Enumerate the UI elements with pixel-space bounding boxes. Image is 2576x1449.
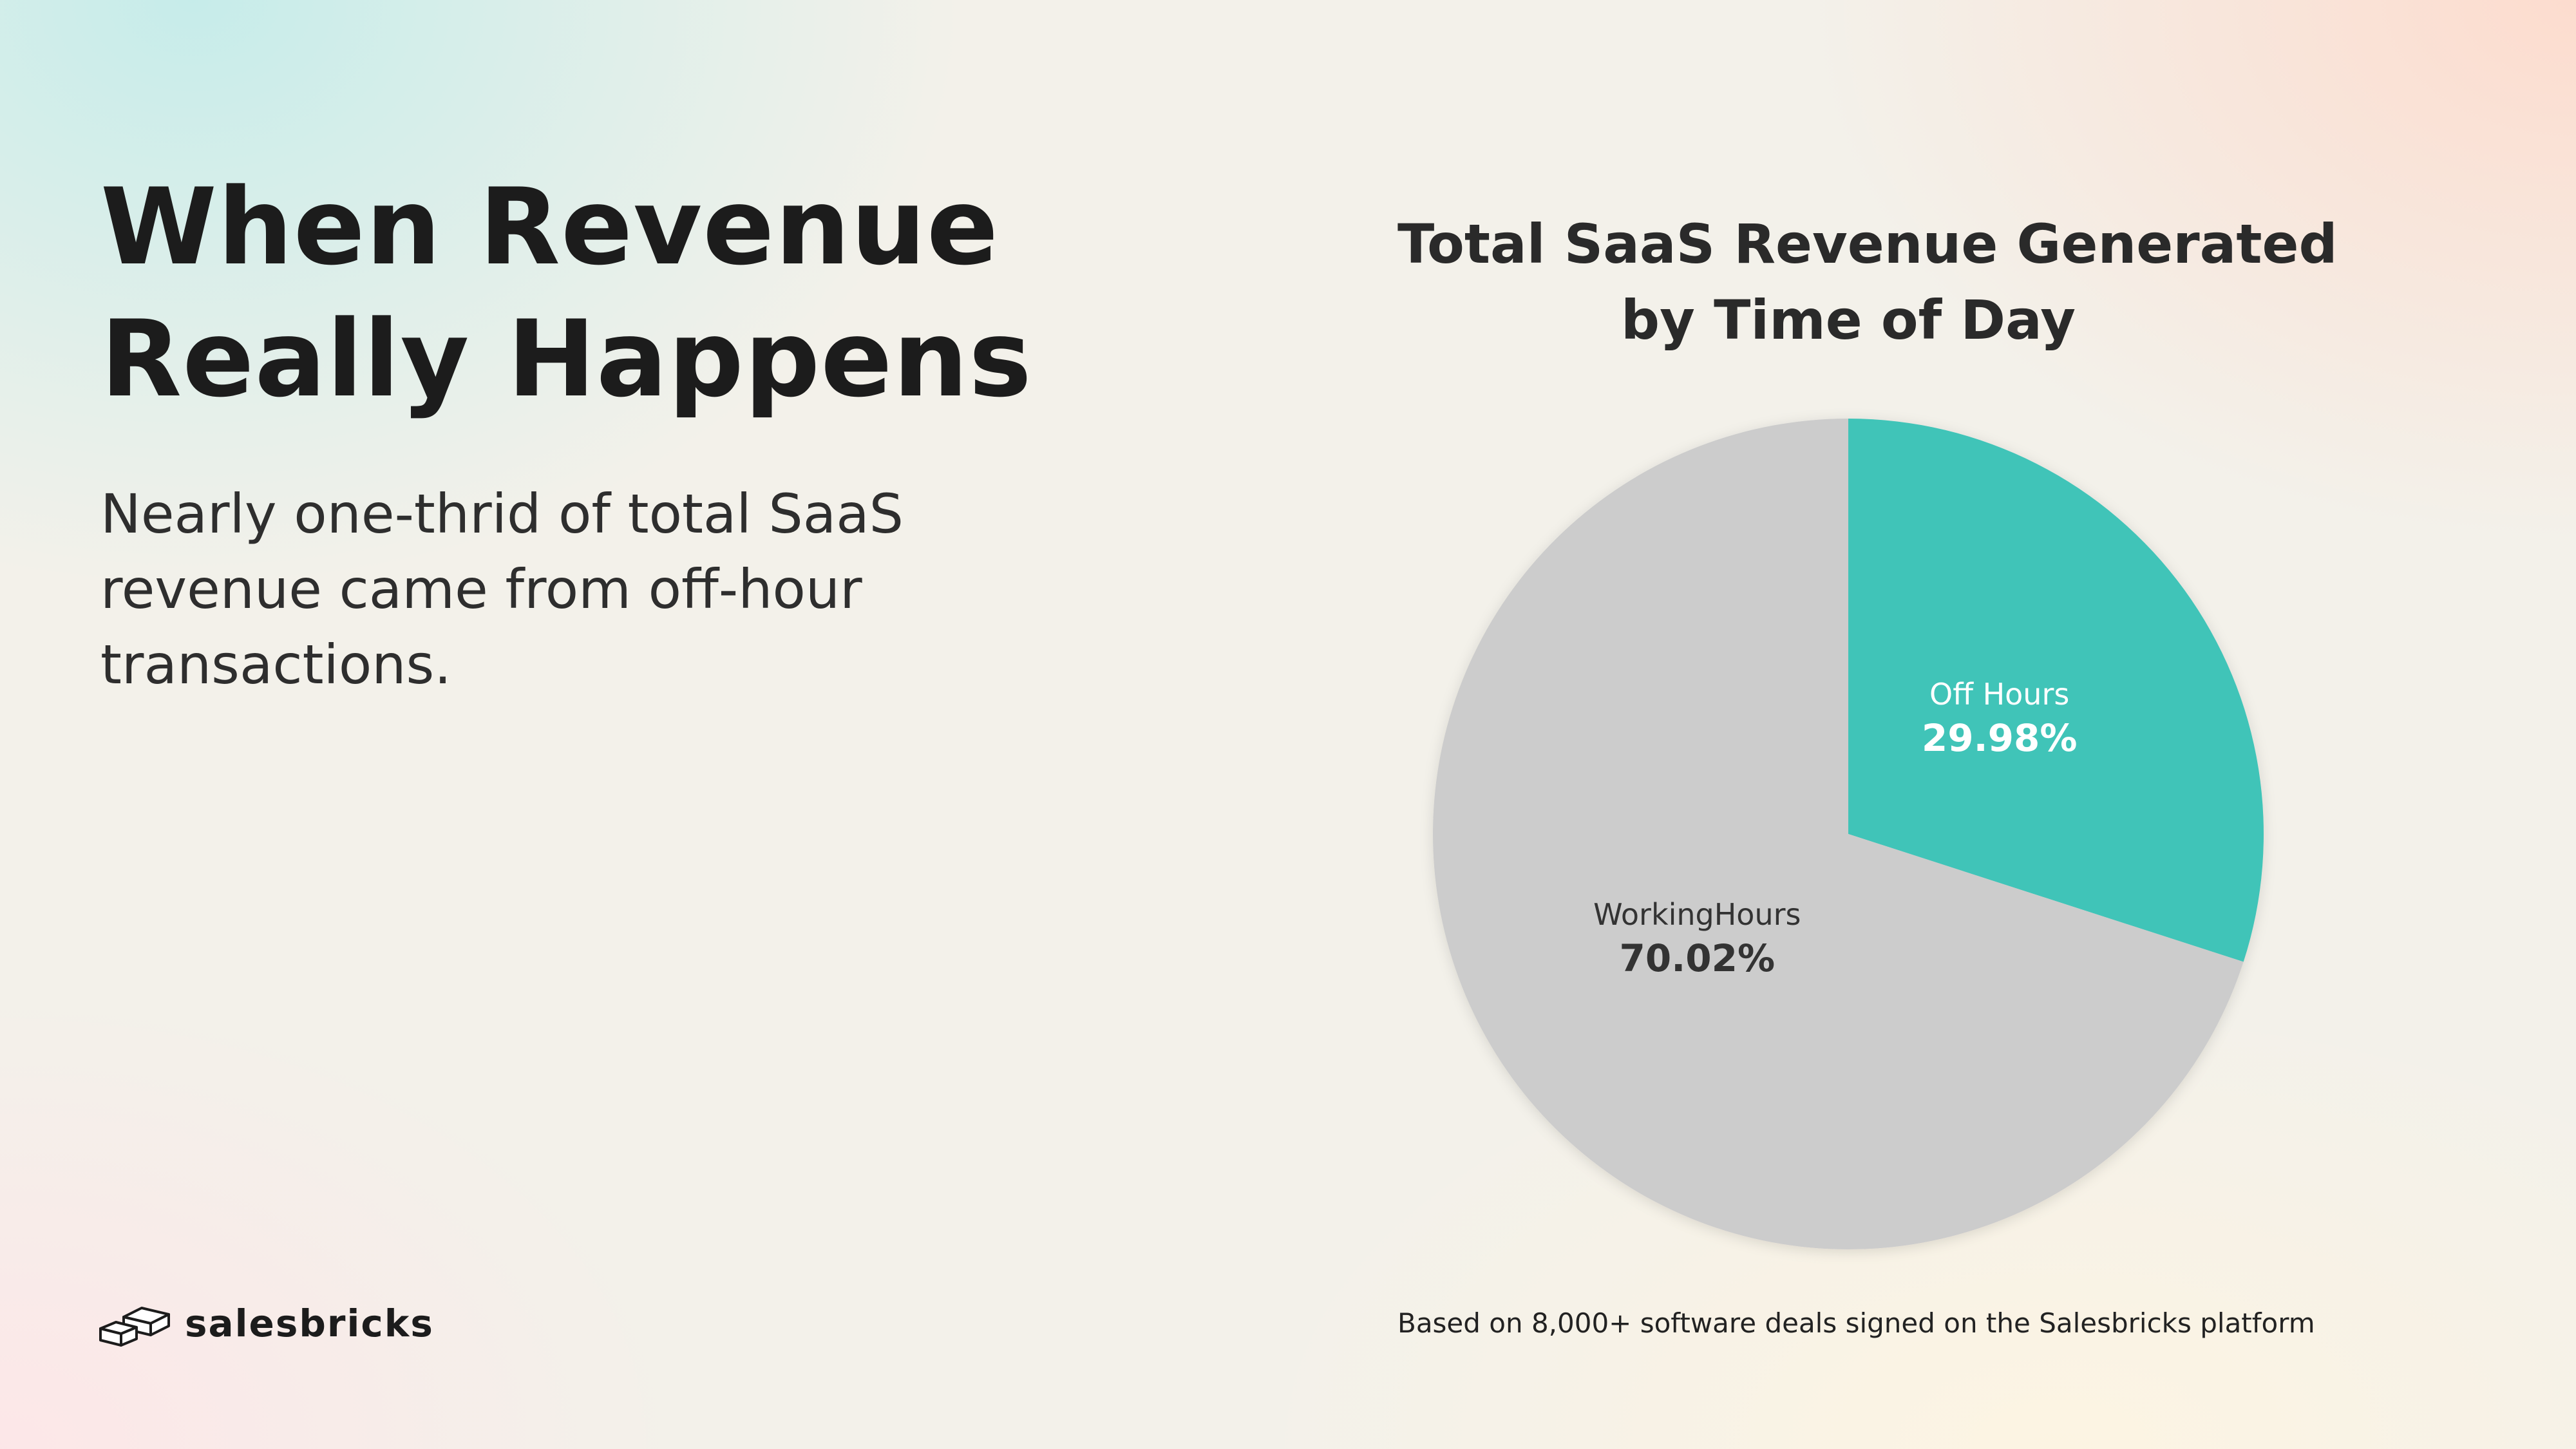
headline: When Revenue Really Happens <box>100 161 1032 425</box>
chart-title: Total SaaS Revenue Generated by Time of … <box>1397 206 2338 358</box>
brand-logo: salesbricks <box>98 1298 434 1349</box>
chart-footnote: Based on 8,000+ software deals signed on… <box>1397 1307 2315 1339</box>
bricks-logo-icon <box>99 1307 170 1347</box>
slice-label-value-0: 29.98% <box>1922 716 2078 760</box>
chart-title-line-2: by Time of Day <box>1620 289 2076 352</box>
chart-title-line-1: Total SaaS Revenue Generated <box>1397 213 2338 276</box>
subtext: Nearly one-thrid of total SaaS revenue c… <box>100 482 904 696</box>
brand-name: salesbricks <box>185 1302 434 1345</box>
headline-line-1: When Revenue <box>100 166 999 289</box>
slice-label-name-1: WorkingHours <box>1593 897 1801 932</box>
pie-slice-off-hours <box>1848 419 2264 962</box>
slice-label-name-0: Off Hours <box>1929 677 2069 712</box>
headline-line-2: Really Happens <box>100 298 1032 421</box>
pie-slice-workinghours <box>1433 419 2244 1250</box>
slice-label-value-1: 70.02% <box>1620 936 1776 980</box>
